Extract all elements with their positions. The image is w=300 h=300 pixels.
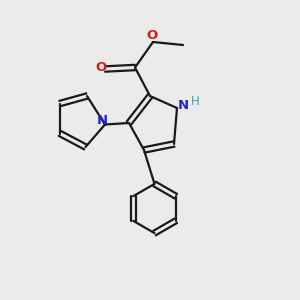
Text: H: H <box>191 95 200 108</box>
Text: O: O <box>95 61 106 74</box>
Text: N: N <box>97 114 108 128</box>
Text: O: O <box>147 29 158 42</box>
Text: N: N <box>178 99 189 112</box>
